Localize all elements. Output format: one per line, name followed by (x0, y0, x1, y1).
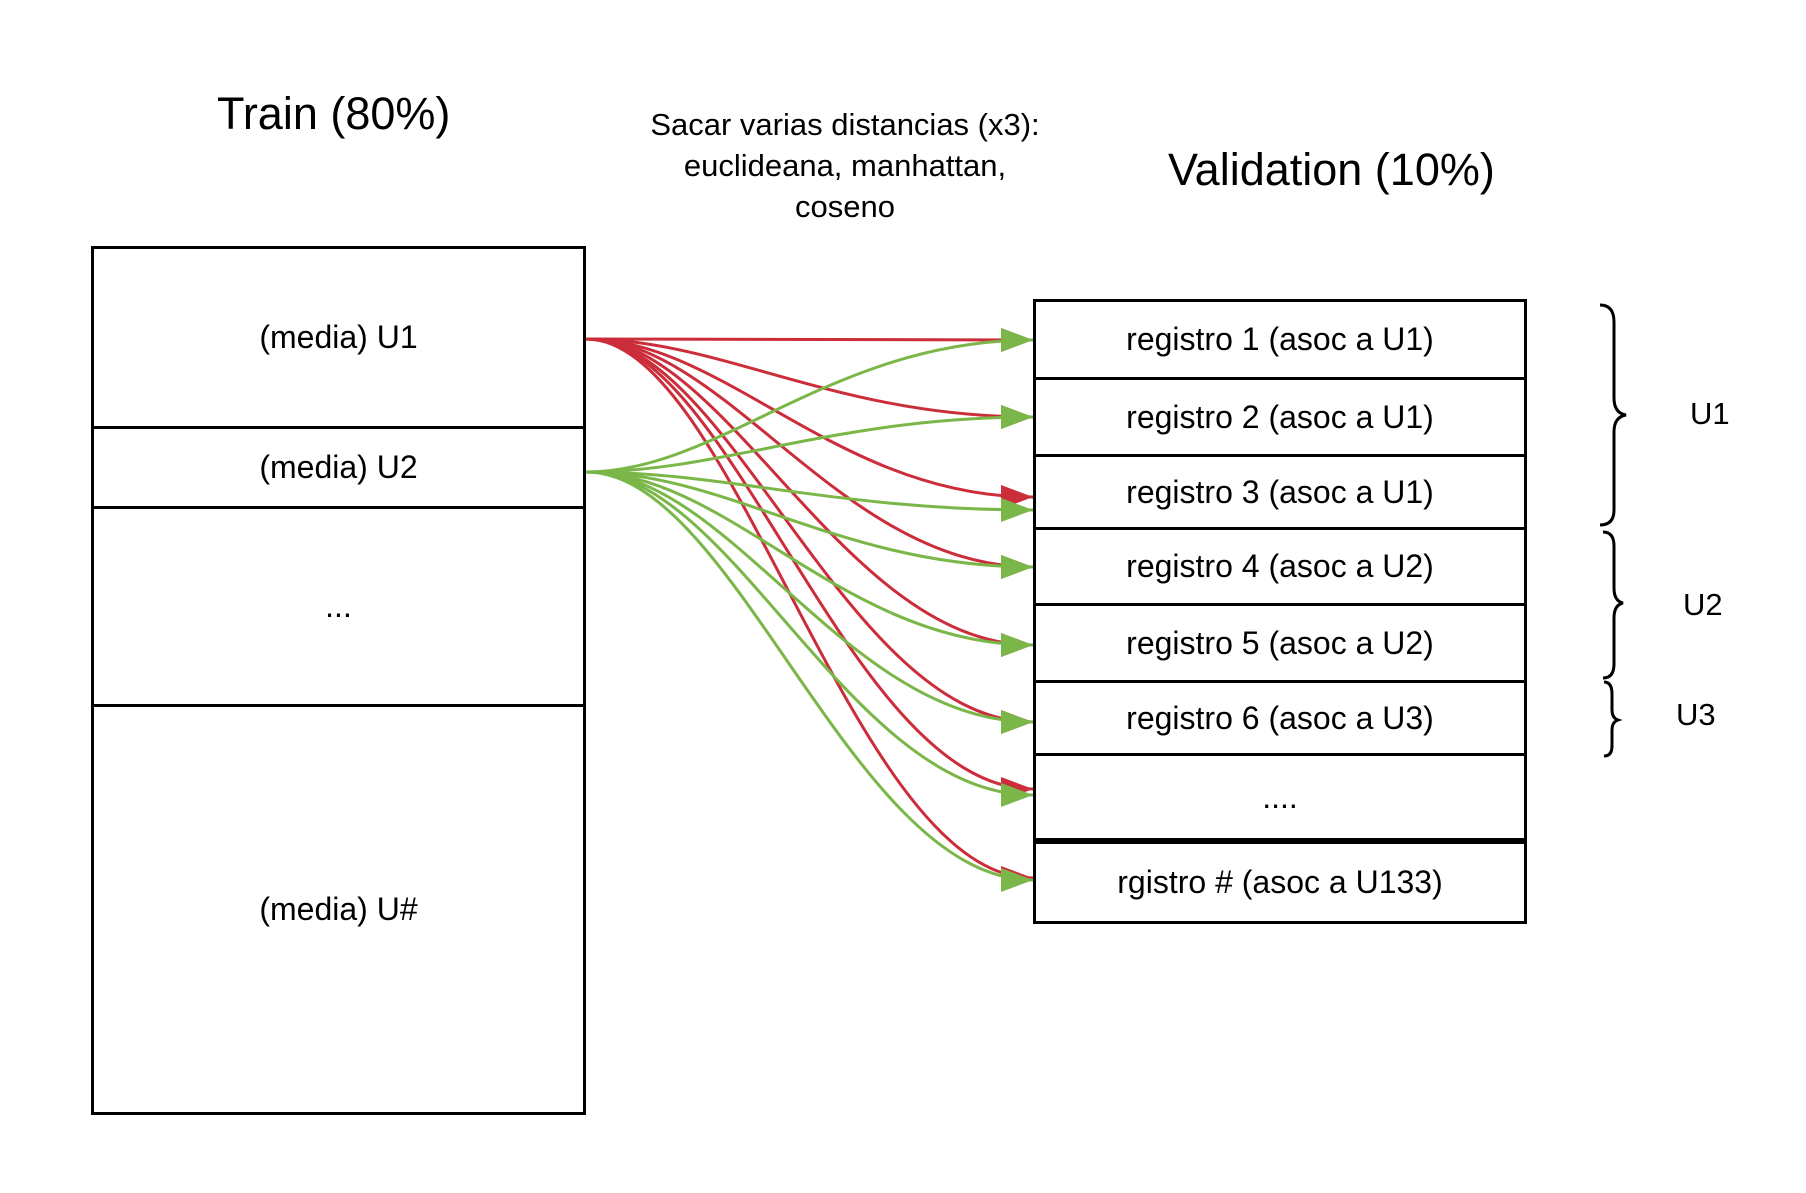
group-label-u3: U3 (1676, 697, 1716, 732)
validation-row-2: registro 2 (asoc a U1) (1036, 377, 1524, 454)
red-link-u1-to-row-4 (585, 337, 1034, 579)
green-link-u2-to-row-8 (585, 470, 1034, 892)
validation-row-6: registro 6 (asoc a U3) (1036, 680, 1524, 753)
distance-note-line-2: euclideana, manhattan, (683, 148, 1007, 183)
brace-u3 (1603, 680, 1623, 758)
brace-u2 (1602, 530, 1624, 680)
train-title: Train (80%) (217, 88, 451, 139)
green-link-u2-to-row-4 (585, 470, 1034, 579)
green-link-u2-to-row-2 (585, 405, 1034, 474)
red-link-u1-to-row-1 (585, 327, 1034, 352)
red-link-u1-to-row-8 (585, 337, 1034, 890)
validation-row-5: registro 5 (asoc a U2) (1036, 603, 1524, 680)
validation-row-1: registro 1 (asoc a U1) (1126, 321, 1434, 357)
group-label-u1: U1 (1690, 396, 1730, 431)
green-links-u2 (585, 328, 1034, 892)
distance-note: Sacar varias distancias (x3): euclideana… (580, 104, 1110, 227)
train-row-u2: (media) U2 (94, 426, 583, 506)
distance-note-line-3: coseno (795, 189, 895, 224)
red-link-u1-to-row-7 (585, 337, 1034, 801)
validation-title: Validation (10%) (1168, 144, 1495, 195)
train-table: (media) U1 (media) U2 ... (media) U# (91, 246, 586, 1115)
train-row-un: (media) U# (94, 704, 583, 1112)
green-link-u2-to-row-6 (585, 470, 1034, 734)
green-link-u2-to-row-3 (585, 470, 1034, 522)
brace-u1 (1599, 303, 1627, 527)
validation-table: registro 1 (asoc a U1) registro 2 (asoc … (1033, 299, 1527, 924)
green-link-u2-to-row-5 (585, 470, 1034, 657)
red-link-u1-to-row-3 (585, 337, 1034, 509)
distance-note-line-1: Sacar varias distancias (x3): (650, 107, 1040, 142)
validation-row-last: rgistro # (asoc a U133) (1036, 838, 1524, 921)
validation-row-4: registro 4 (asoc a U2) (1036, 527, 1524, 603)
red-link-u1-to-row-2 (585, 337, 1034, 429)
train-row-u1: (media) U1 (259, 319, 418, 355)
validation-row-ellipsis: .... (1036, 753, 1524, 838)
group-label-u2: U2 (1683, 587, 1723, 622)
validation-row-3: registro 3 (asoc a U1) (1036, 454, 1524, 527)
red-links-u1 (585, 327, 1034, 890)
red-link-u1-to-row-6 (585, 337, 1034, 734)
train-row-ellipsis: ... (94, 506, 583, 704)
green-link-u2-to-row-7 (585, 470, 1034, 807)
green-link-u2-to-row-1 (585, 328, 1034, 474)
